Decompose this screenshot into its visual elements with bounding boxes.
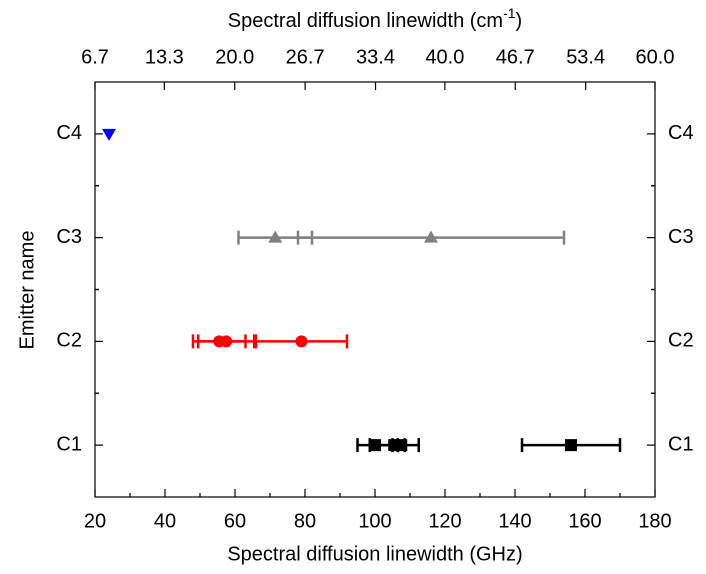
x2-label-text: Spectral diffusion linewidth (cm bbox=[228, 10, 503, 32]
x2-tick-label: 33.4 bbox=[356, 46, 395, 68]
point bbox=[395, 439, 408, 452]
x2-tick-label: 13.3 bbox=[145, 46, 184, 68]
x-tick-label: 160 bbox=[568, 510, 601, 532]
y2-tick-label: C3 bbox=[668, 226, 694, 248]
x2-tick-label: 20.0 bbox=[215, 46, 254, 68]
point bbox=[268, 230, 283, 243]
y-tick-label: C4 bbox=[56, 122, 82, 144]
x2-tick-label: 6.7 bbox=[81, 46, 109, 68]
x2-tick-label: 46.7 bbox=[496, 46, 535, 68]
x2-tick-label: 26.7 bbox=[286, 46, 325, 68]
x-tick-label: 20 bbox=[84, 510, 106, 532]
y-axis-label: Emitter name bbox=[16, 231, 38, 350]
x2-tick-label: 60.0 bbox=[636, 46, 675, 68]
x-axis-label: Spectral diffusion linewidth (GHz) bbox=[227, 543, 522, 565]
plot-frame bbox=[94, 81, 656, 498]
x-tick-label: 120 bbox=[428, 510, 461, 532]
x2-label-suffix: ) bbox=[516, 10, 523, 32]
point bbox=[220, 335, 233, 348]
x2-tick-label: 53.4 bbox=[566, 46, 605, 68]
x2-label-sup: -1 bbox=[503, 5, 516, 21]
x2-tick-label: 40.0 bbox=[425, 46, 464, 68]
x-tick-label: 140 bbox=[498, 510, 531, 532]
point bbox=[424, 230, 438, 243]
point bbox=[565, 439, 577, 452]
y-tick-label: C3 bbox=[56, 226, 82, 248]
y-tick-label: C2 bbox=[56, 330, 82, 352]
point bbox=[102, 128, 116, 141]
y2-tick-label: C1 bbox=[668, 433, 694, 455]
y2-tick-label: C2 bbox=[668, 330, 694, 352]
x-tick-label: 180 bbox=[638, 510, 671, 532]
x2-axis-label: Spectral diffusion linewidth (cm-1) bbox=[228, 5, 522, 33]
x-tick-label: 60 bbox=[224, 510, 246, 532]
y-tick-label: C1 bbox=[56, 433, 82, 455]
y2-tick-label: C4 bbox=[668, 122, 694, 144]
x-tick-label: 80 bbox=[294, 510, 316, 532]
point bbox=[295, 335, 308, 348]
x-tick-label: 40 bbox=[154, 510, 176, 532]
x-tick-label: 100 bbox=[358, 510, 391, 532]
